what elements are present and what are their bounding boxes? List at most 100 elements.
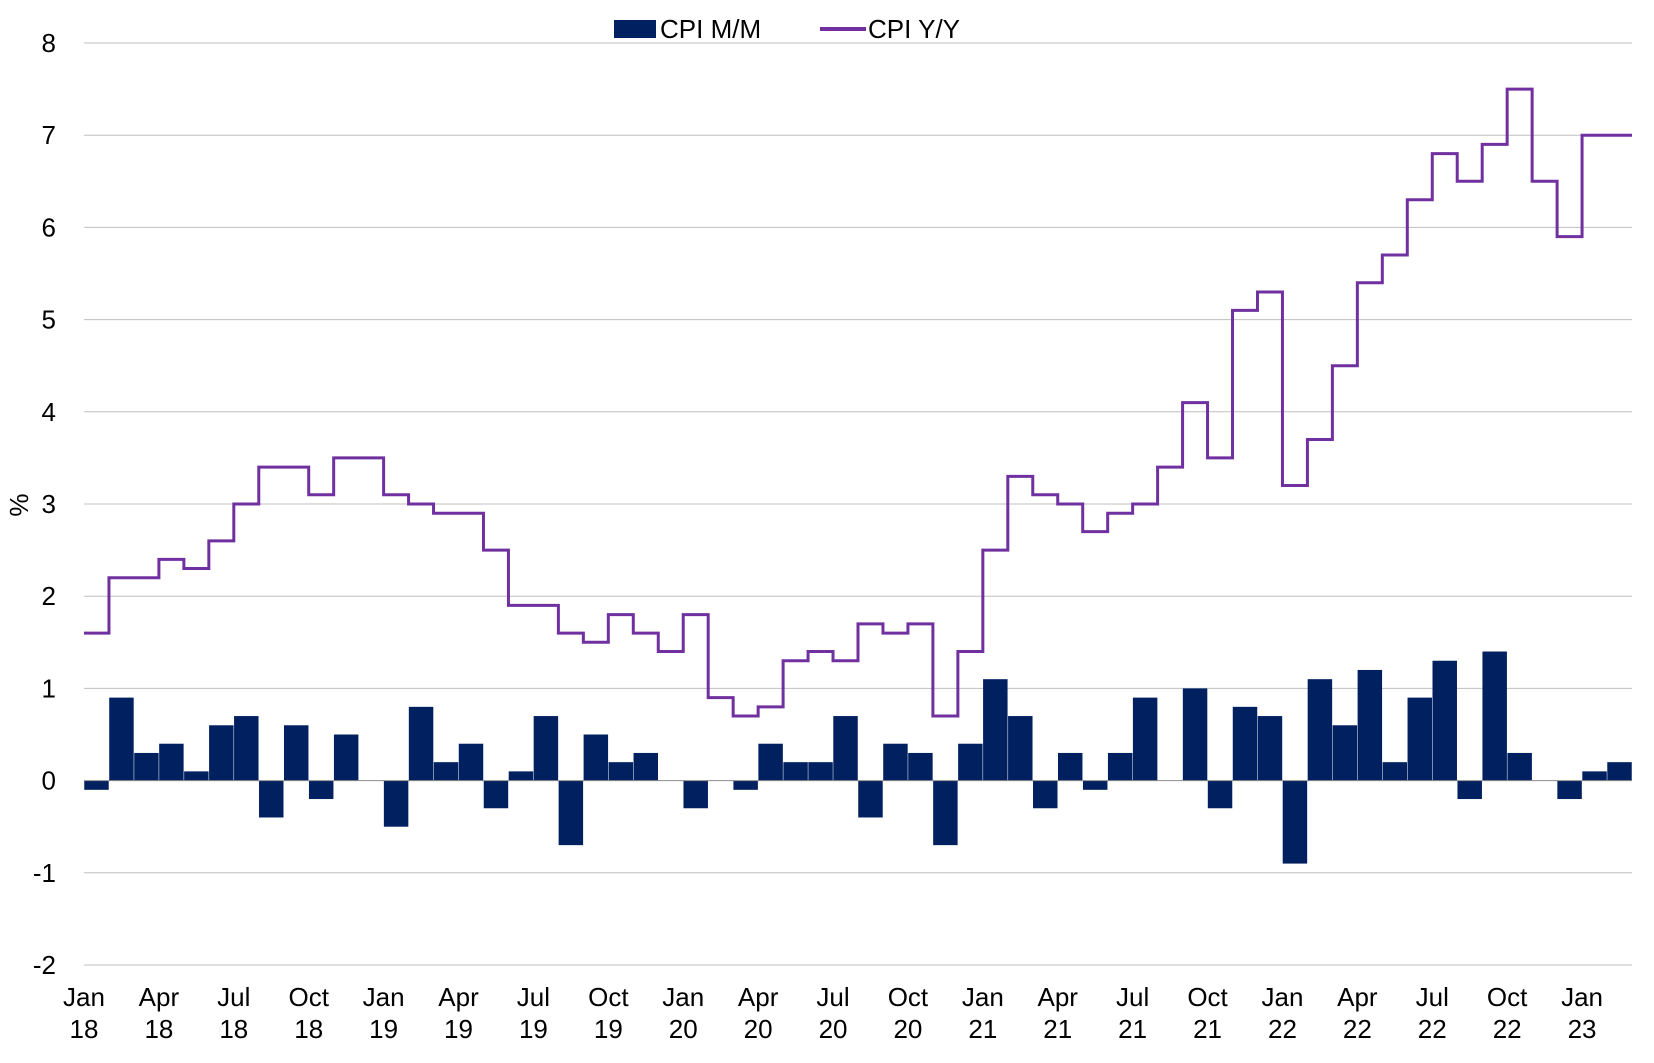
- x-tick-month: Apr: [1337, 982, 1378, 1012]
- bar-cpi-mm: [933, 780, 958, 846]
- x-tick-year: 22: [1268, 1014, 1297, 1044]
- bar-cpi-mm: [1082, 780, 1108, 790]
- bar-cpi-mm: [1482, 651, 1507, 781]
- y-tick-label: 8: [42, 28, 56, 58]
- bar-cpi-mm: [1232, 706, 1258, 781]
- bar-cpi-mm: [1557, 780, 1582, 800]
- x-tick-month: Jan: [63, 982, 105, 1012]
- x-tick-year: 19: [519, 1014, 548, 1044]
- x-tick-year: 19: [594, 1014, 623, 1044]
- x-tick-year: 22: [1493, 1014, 1522, 1044]
- x-tick-month: Apr: [438, 982, 479, 1012]
- bar-cpi-mm: [483, 780, 509, 809]
- x-tick-month: Jan: [1561, 982, 1603, 1012]
- x-tick-year: 19: [369, 1014, 398, 1044]
- y-tick-label: 2: [42, 581, 56, 611]
- bar-cpi-mm: [308, 780, 334, 800]
- bar-cpi-mm: [109, 697, 134, 781]
- bar-cpi-mm: [234, 716, 259, 781]
- x-tick-month: Jan: [1261, 982, 1303, 1012]
- x-tick-year: 20: [819, 1014, 848, 1044]
- bar-cpi-mm: [1008, 716, 1033, 781]
- bar-cpi-mm: [1257, 716, 1283, 781]
- bar-cpi-mm: [1057, 752, 1083, 781]
- y-tick-label: 1: [42, 673, 56, 703]
- x-tick-year: 18: [219, 1014, 248, 1044]
- bar-cpi-mm: [383, 780, 409, 827]
- bar-cpi-mm: [783, 762, 808, 781]
- x-tick-month: Oct: [288, 982, 329, 1012]
- x-tick-month: Jan: [363, 982, 405, 1012]
- bar-cpi-mm: [159, 743, 184, 781]
- bar-cpi-mm: [1582, 771, 1607, 781]
- x-tick-month: Apr: [139, 982, 180, 1012]
- x-tick-month: Jan: [662, 982, 704, 1012]
- bar-cpi-mm: [408, 706, 434, 781]
- bar-cpi-mm: [134, 752, 159, 781]
- cpi-mm-bars: [84, 651, 1632, 864]
- line-cpi-yy: [84, 87, 1632, 718]
- x-tick-month: Apr: [738, 982, 779, 1012]
- y-tick-label: -2: [33, 950, 56, 980]
- bar-cpi-mm: [1432, 660, 1457, 781]
- bar-cpi-mm: [1332, 725, 1358, 781]
- gridlines: [84, 42, 1632, 966]
- bar-cpi-mm: [84, 780, 109, 790]
- y-tick-label: 6: [42, 212, 56, 242]
- cpi-yy-line: [84, 87, 1632, 718]
- bar-cpi-mm: [608, 762, 634, 781]
- x-tick-month: Jul: [1116, 982, 1149, 1012]
- bar-cpi-mm: [1357, 669, 1383, 781]
- bar-cpi-mm: [1182, 688, 1208, 781]
- bar-cpi-mm: [758, 743, 783, 781]
- x-tick-month: Oct: [1187, 982, 1228, 1012]
- bar-cpi-mm: [333, 734, 359, 781]
- bar-cpi-mm: [683, 780, 708, 809]
- legend-label-cpi-yy: CPI Y/Y: [868, 14, 960, 44]
- bar-cpi-mm: [858, 780, 883, 818]
- x-tick-year: 21: [968, 1014, 997, 1044]
- bar-cpi-mm: [558, 780, 584, 846]
- bar-cpi-mm: [808, 762, 833, 781]
- bar-cpi-mm: [1207, 780, 1233, 809]
- bar-cpi-mm: [1457, 780, 1482, 800]
- x-tick-month: Oct: [888, 982, 929, 1012]
- bar-cpi-mm: [1507, 752, 1532, 781]
- bar-cpi-mm: [1132, 697, 1158, 781]
- x-tick-month: Jul: [517, 982, 550, 1012]
- legend-swatch-cpi-mm: [614, 20, 656, 38]
- y-tick-label: -1: [33, 858, 56, 888]
- x-tick-year: 20: [744, 1014, 773, 1044]
- bar-cpi-mm: [1607, 762, 1632, 781]
- y-tick-label: 3: [42, 489, 56, 519]
- x-tick-year: 19: [444, 1014, 473, 1044]
- bar-cpi-mm: [433, 762, 459, 781]
- bar-cpi-mm: [958, 743, 983, 781]
- x-tick-month: Oct: [1487, 982, 1528, 1012]
- bar-cpi-mm: [184, 771, 209, 781]
- bar-cpi-mm: [983, 679, 1008, 781]
- bar-cpi-mm: [633, 752, 659, 781]
- x-tick-year: 20: [893, 1014, 922, 1044]
- bar-cpi-mm: [1307, 679, 1333, 781]
- x-tick-year: 18: [294, 1014, 323, 1044]
- x-tick-year: 20: [669, 1014, 698, 1044]
- bar-cpi-mm: [1033, 780, 1058, 809]
- x-tick-month: Jul: [1416, 982, 1449, 1012]
- x-tick-year: 23: [1568, 1014, 1597, 1044]
- bar-cpi-mm: [508, 771, 534, 781]
- bar-cpi-mm: [583, 734, 609, 781]
- bar-cpi-mm: [209, 725, 234, 781]
- bar-cpi-mm: [883, 743, 908, 781]
- x-tick-year: 22: [1418, 1014, 1447, 1044]
- bar-cpi-mm: [1382, 762, 1408, 781]
- x-tick-year: 21: [1043, 1014, 1072, 1044]
- bar-cpi-mm: [1407, 697, 1433, 781]
- y-axis-ticks: -2 -1 0 1 2 3 4 5 6 7 8: [33, 28, 56, 980]
- y-tick-label: 5: [42, 305, 56, 335]
- bar-cpi-mm: [908, 752, 933, 781]
- x-tick-month: Oct: [588, 982, 629, 1012]
- y-tick-label: 0: [42, 766, 56, 796]
- bar-cpi-mm: [458, 743, 484, 781]
